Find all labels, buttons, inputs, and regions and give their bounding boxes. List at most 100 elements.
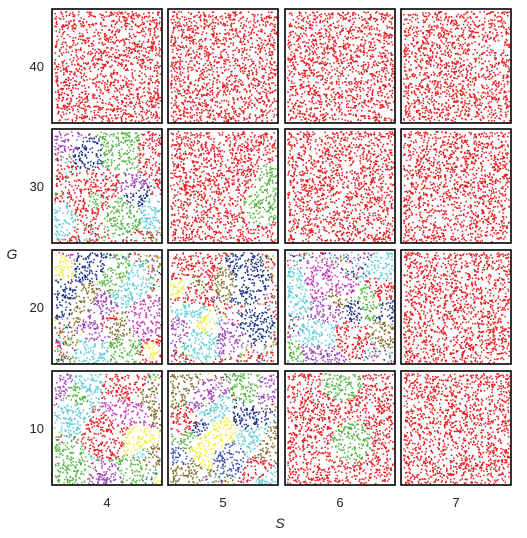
data-point: [338, 106, 341, 108]
data-point: [317, 90, 320, 93]
data-point: [438, 103, 440, 105]
data-point: [66, 93, 68, 96]
data-point: [217, 87, 220, 89]
data-point: [481, 67, 483, 70]
data-point: [67, 118, 69, 121]
data-point: [346, 66, 348, 68]
data-point: [107, 108, 109, 110]
data-point: [97, 48, 100, 50]
data-point: [493, 57, 496, 59]
data-point: [203, 71, 206, 73]
data-point: [248, 101, 251, 104]
data-point: [426, 41, 429, 43]
data-point: [480, 119, 482, 122]
data-point: [244, 108, 246, 110]
data-point: [130, 62, 132, 64]
data-point: [487, 86, 489, 89]
data-point: [210, 46, 212, 48]
data-point: [251, 94, 253, 96]
data-point: [421, 107, 423, 110]
data-point: [55, 81, 57, 83]
data-point: [322, 117, 324, 120]
data-point: [319, 19, 322, 22]
data-point: [446, 86, 449, 89]
data-point: [210, 90, 212, 92]
data-point: [469, 27, 472, 30]
data-point: [378, 87, 380, 89]
data-point: [259, 62, 261, 65]
data-point: [340, 45, 342, 48]
data-point: [98, 114, 100, 117]
data-point: [170, 87, 172, 89]
data-point: [420, 66, 422, 68]
data-point: [69, 12, 71, 15]
data-point: [138, 40, 141, 43]
data-point: [182, 45, 184, 47]
data-point: [199, 98, 201, 100]
data-point: [254, 87, 257, 90]
data-point: [61, 33, 64, 36]
data-point: [234, 81, 236, 83]
data-point: [92, 59, 94, 61]
data-point: [369, 17, 371, 20]
data-point: [258, 101, 260, 104]
data-point: [184, 115, 186, 118]
data-point: [316, 11, 318, 13]
data-point: [79, 38, 82, 41]
data-point: [313, 35, 315, 37]
data-point: [111, 104, 113, 107]
data-point: [292, 85, 295, 88]
data-point: [323, 50, 325, 52]
data-point: [313, 69, 315, 71]
data-point: [299, 85, 302, 87]
data-point: [113, 81, 115, 83]
data-point: [383, 119, 386, 121]
data-point: [487, 115, 489, 118]
data-point: [194, 57, 196, 59]
data-point: [360, 45, 362, 47]
data-point: [80, 17, 82, 19]
data-point: [488, 78, 490, 81]
data-point: [337, 96, 340, 98]
data-point: [178, 25, 180, 27]
data-point: [350, 109, 352, 112]
data-point: [253, 67, 255, 69]
data-point: [242, 36, 245, 38]
data-point: [235, 32, 238, 35]
data-point: [189, 29, 191, 31]
data-point: [98, 58, 101, 60]
data-point: [373, 27, 375, 30]
data-point: [376, 19, 378, 21]
data-point: [268, 54, 271, 57]
data-point: [224, 115, 226, 117]
data-point: [342, 39, 345, 42]
data-point: [135, 55, 137, 58]
data-point: [185, 39, 188, 41]
data-point: [100, 56, 103, 58]
data-point: [151, 36, 154, 39]
data-point: [496, 68, 498, 70]
data-point: [229, 117, 231, 119]
data-point: [157, 14, 159, 16]
data-point: [192, 30, 194, 32]
data-point: [326, 79, 328, 82]
data-point: [55, 46, 57, 48]
data-point: [100, 58, 102, 61]
data-point: [153, 69, 156, 71]
data-point: [449, 107, 452, 110]
data-point: [345, 53, 348, 56]
data-point: [390, 75, 393, 77]
data-point: [268, 105, 271, 108]
data-point: [407, 108, 410, 110]
data-point: [382, 20, 385, 22]
data-point: [322, 75, 324, 77]
data-point: [391, 27, 393, 30]
data-point: [269, 92, 271, 94]
data-point: [212, 22, 215, 24]
data-point: [492, 49, 494, 52]
data-point: [255, 78, 257, 80]
data-point: [151, 20, 153, 23]
data-point: [371, 56, 373, 58]
data-point: [372, 74, 375, 76]
data-point: [239, 70, 242, 73]
